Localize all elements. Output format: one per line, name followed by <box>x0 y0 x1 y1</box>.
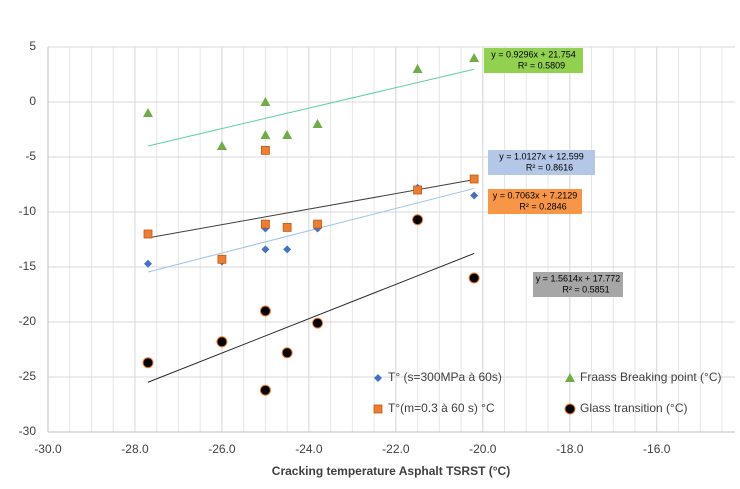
y-tick-label: -15 <box>19 259 37 273</box>
point <box>144 259 153 268</box>
legend-item: T°(m=0.3 à 60 s) °C <box>373 401 495 415</box>
legend-item: Glass transition (°C) <box>564 401 688 415</box>
equation-box <box>484 48 583 73</box>
equation-box <box>488 150 595 175</box>
point <box>282 130 293 139</box>
point <box>261 245 270 254</box>
trendline <box>147 179 475 239</box>
trendline <box>147 252 475 383</box>
trend-r2: R² = 0.5809 <box>518 60 565 70</box>
point <box>469 174 479 184</box>
x-axis-title: Cracking temperature Asphalt TSRST (°C) <box>272 464 510 478</box>
point <box>217 254 227 264</box>
point <box>468 272 480 284</box>
y-tick-label: -30 <box>19 424 37 438</box>
x-tick-label: -20.0 <box>469 442 497 456</box>
trend-r2: R² = 0.5851 <box>562 284 609 294</box>
y-tick-label: 0 <box>29 94 36 108</box>
point <box>412 64 423 73</box>
point <box>312 119 323 128</box>
point <box>260 97 271 106</box>
legend-label: Fraass Breaking point (°C) <box>580 370 722 384</box>
trend-r2: R² = 0.2846 <box>519 201 566 211</box>
x-tick-label: -28.0 <box>121 442 149 456</box>
x-tick-label: -30.0 <box>34 442 62 456</box>
y-tick-label: -10 <box>19 204 37 218</box>
trend-equation: y = 1.5614x + 17.772 <box>536 273 621 283</box>
trendline <box>147 68 475 147</box>
x-tick-label: -22.0 <box>382 442 410 456</box>
point <box>142 357 154 369</box>
point <box>373 404 383 414</box>
point <box>283 245 292 254</box>
point <box>261 219 270 229</box>
x-tick-label: -18.0 <box>556 442 584 456</box>
trendline <box>147 187 475 273</box>
y-tick-label: 5 <box>29 39 36 53</box>
point <box>565 373 575 382</box>
point <box>261 145 270 155</box>
y-tick-label: -25 <box>19 369 37 383</box>
point <box>413 185 422 195</box>
x-tick-label: -24.0 <box>295 442 323 456</box>
point <box>281 347 293 359</box>
x-tick-label: -16.0 <box>643 442 671 456</box>
trend-equation: y = 1.0127x + 12.599 <box>499 151 584 161</box>
point <box>260 130 271 139</box>
trend-equation: y = 0.7063x + 7.2129 <box>493 190 578 200</box>
trend-r2: R² = 0.8616 <box>526 162 573 172</box>
y-tick-label: -20 <box>19 314 37 328</box>
legend-item: T° (s=300MPa à 60s) <box>374 370 502 384</box>
legend-label: T°(m=0.3 à 60 s) °C <box>388 401 495 415</box>
point <box>374 374 382 382</box>
point <box>216 141 227 150</box>
legend-label: T° (s=300MPa à 60s) <box>388 370 502 384</box>
point <box>469 53 480 62</box>
point <box>313 219 322 229</box>
point <box>564 403 576 415</box>
point <box>470 191 479 200</box>
point <box>312 317 324 329</box>
x-tick-label: -26.0 <box>208 442 236 456</box>
point <box>259 384 271 396</box>
point <box>143 229 153 239</box>
equation-box <box>488 189 582 214</box>
point <box>282 222 292 232</box>
y-tick-label: -5 <box>25 149 36 163</box>
trend-equation: y = 0.9296x + 21.754 <box>491 49 576 59</box>
point <box>259 305 271 317</box>
point <box>412 214 424 226</box>
equation-box <box>533 272 623 297</box>
point <box>143 108 154 117</box>
legend-label: Glass transition (°C) <box>580 401 688 415</box>
legend-item: Fraass Breaking point (°C) <box>565 370 722 384</box>
point <box>216 336 228 348</box>
